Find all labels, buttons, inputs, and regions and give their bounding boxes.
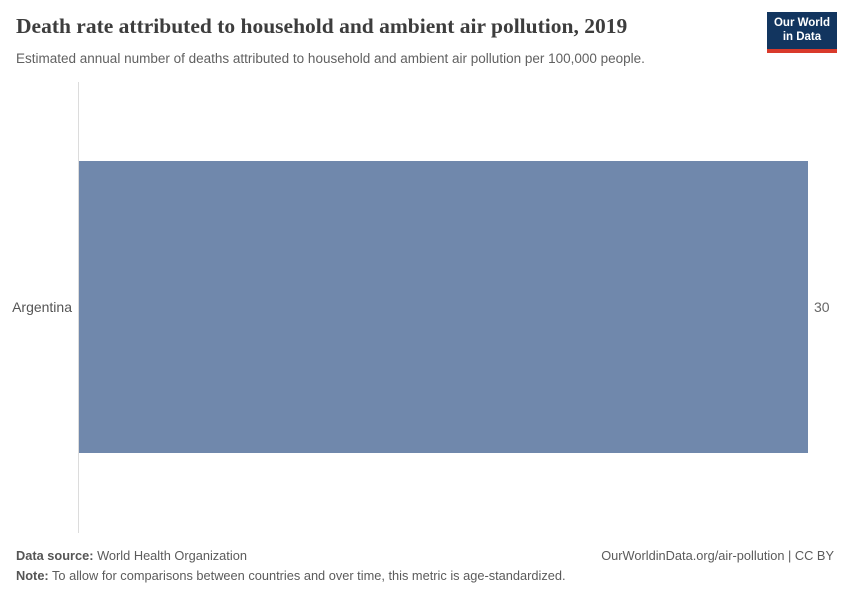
note-value: To allow for comparisons between countri… (48, 568, 566, 583)
chart-subtitle: Estimated annual number of deaths attrib… (16, 51, 645, 66)
bar-argentina[interactable] (79, 161, 808, 453)
note-line: Note: To allow for comparisons between c… (16, 568, 566, 585)
data-source-line: Data source: World Health Organization (16, 548, 247, 565)
owid-logo-line1: Our World (773, 17, 830, 29)
owid-logo-line2: in Data (782, 31, 822, 44)
entity-label-argentina: Argentina (12, 299, 72, 315)
y-axis-line (78, 82, 79, 533)
owid-logo[interactable]: Our World in Data (766, 12, 837, 53)
data-source-label: Data source: (16, 548, 94, 563)
data-source-value: World Health Organization (93, 548, 247, 563)
bar-value-label: 30 (814, 299, 830, 315)
license-link[interactable]: OurWorldinData.org/air-pollution | CC BY (601, 548, 834, 563)
page-title: Death rate attributed to household and a… (16, 14, 628, 38)
plot-area (79, 161, 808, 453)
note-label: Note: (16, 568, 49, 583)
